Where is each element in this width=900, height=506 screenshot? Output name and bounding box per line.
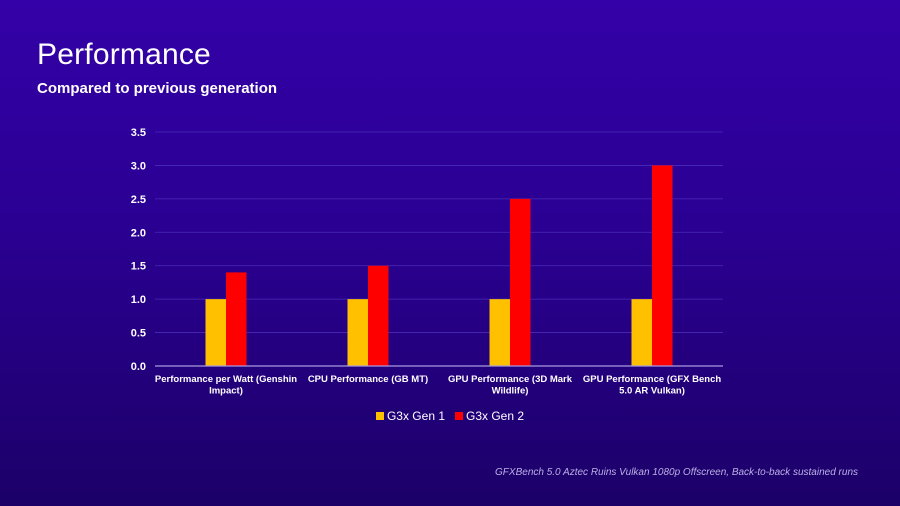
x-category-label-line: 5.0 AR Vulkan) (619, 386, 685, 397)
footnote: GFXBench 5.0 Aztec Ruins Vulkan 1080p Of… (495, 467, 858, 478)
slide-subtitle: Compared to previous generation (37, 80, 278, 97)
legend-swatch-gen1 (375, 412, 384, 420)
x-axis-categories: Performance per Watt (Genshin Impact) CPU … (155, 374, 721, 397)
y-tick-label: 2.5 (131, 194, 146, 206)
y-tick-label: 1.0 (131, 294, 146, 306)
y-tick-label: 0.0 (131, 361, 146, 373)
y-tick-label: 3.0 (131, 160, 146, 172)
y-axis-ticks: 0.0 0.5 1.0 1.5 2.0 2.5 3.0 3.5 (131, 127, 146, 373)
legend-swatch-gen2 (455, 412, 463, 420)
bar-gen2 (510, 198, 531, 366)
x-category-label: GPU Performance (3D Mark Wildlife) (448, 374, 573, 397)
x-category-label-line: Impact) (209, 386, 243, 397)
bar-gen1 (489, 299, 510, 366)
legend: G3x Gen 1 G3x Gen 2 (0, 409, 900, 423)
bar-gen1 (205, 299, 226, 366)
x-category-label-line: Wildlife) (492, 386, 529, 397)
bar-gen1 (631, 299, 652, 366)
y-tick-label: 2.0 (131, 227, 146, 239)
legend-item-gen1: G3x Gen 1 (375, 409, 445, 423)
legend-item-gen2: G3x Gen 2 (455, 409, 524, 423)
legend-label-gen1: G3x Gen 1 (386, 409, 445, 423)
y-tick-label: 0.5 (131, 328, 146, 340)
bar-gen2 (226, 272, 247, 366)
x-category-label: GPU Performance (GFX Bench 5.0 AR Vulkan) (583, 374, 722, 397)
x-category-label: Performance per Watt (Genshin Impact) (155, 374, 297, 397)
legend-label-gen2: G3x Gen 2 (466, 409, 525, 423)
x-category-label-line: Performance per Watt (Genshin (155, 374, 297, 385)
y-tick-label: 1.5 (131, 261, 146, 273)
gridlines (155, 131, 723, 333)
x-category-label-line: CPU Performance (GB MT) (308, 374, 428, 385)
bars (205, 165, 673, 366)
x-category-label-line: GPU Performance (3D Mark (448, 374, 573, 385)
y-tick-label: 3.5 (131, 127, 146, 139)
slide-title: Performance (37, 38, 211, 71)
bar-gen2 (368, 265, 389, 366)
x-category-label: CPU Performance (GB MT) (308, 374, 428, 385)
bar-gen1 (347, 299, 368, 366)
x-category-label-line: GPU Performance (GFX Bench (583, 374, 722, 385)
bar-gen2 (652, 165, 673, 366)
